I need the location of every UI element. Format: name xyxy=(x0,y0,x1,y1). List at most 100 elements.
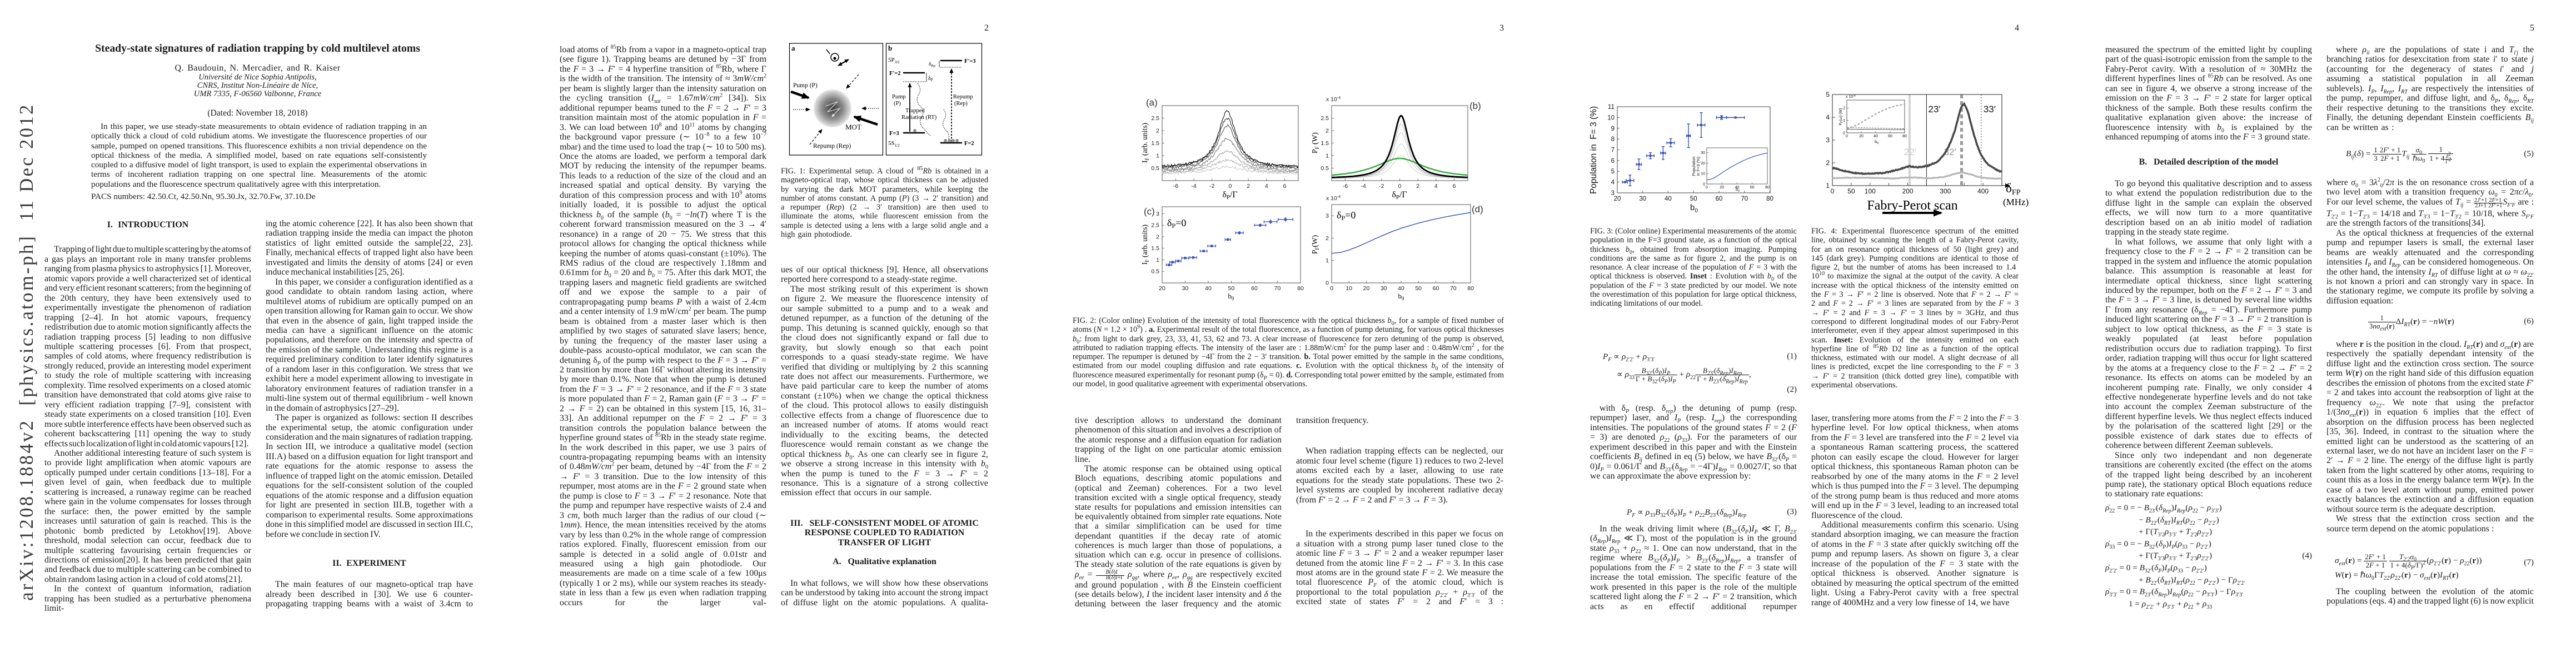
svg-text:(d): (d) xyxy=(1472,204,1483,215)
svg-text:1.5: 1.5 xyxy=(1151,245,1159,252)
svg-text:2: 2 xyxy=(1247,183,1250,190)
svg-text:b0: b0 xyxy=(1690,203,1698,214)
svg-text:50: 50 xyxy=(1690,196,1697,202)
svg-text:Trapped: Trapped xyxy=(905,108,925,114)
svg-text:0: 0 xyxy=(1831,187,1835,195)
svg-text:80: 80 xyxy=(1467,285,1474,292)
svg-text:2.5: 2.5 xyxy=(1151,115,1159,122)
svg-text:80: 80 xyxy=(1766,196,1773,202)
svg-text:40: 40 xyxy=(1398,285,1404,292)
svg-text:2: 2 xyxy=(1156,128,1159,135)
svg-text:δP: δP xyxy=(928,76,933,82)
svg-text:-4: -4 xyxy=(1361,183,1366,190)
svg-text:Pump: Pump xyxy=(892,94,906,100)
svg-text:4: 4 xyxy=(1434,183,1438,190)
svg-text:b0: b0 xyxy=(1398,292,1405,301)
svg-text:6: 6 xyxy=(1611,158,1615,165)
svg-text:60: 60 xyxy=(1433,285,1439,292)
svg-text:x 10-4: x 10-4 xyxy=(1326,195,1341,202)
svg-text:2: 2 xyxy=(1326,128,1329,135)
svg-text:23′: 23′ xyxy=(1928,104,1940,115)
svg-text:4: 4 xyxy=(1611,180,1615,186)
svg-text:1: 1 xyxy=(1156,257,1159,263)
svg-text:50: 50 xyxy=(1847,187,1855,195)
svg-text:5S1/2: 5S1/2 xyxy=(888,140,900,148)
svg-text:x 10-4: x 10-4 xyxy=(1326,96,1341,103)
svg-text:11: 11 xyxy=(1608,104,1615,111)
svg-text:3: 3 xyxy=(1326,213,1329,220)
svg-text:Fabry-Perot scan: Fabry-Perot scan xyxy=(1867,198,1957,213)
svg-text:7: 7 xyxy=(1611,147,1615,154)
svg-text:F′=2: F′=2 xyxy=(889,71,901,77)
svg-text:1: 1 xyxy=(1843,119,1845,123)
svg-text:22′: 22′ xyxy=(1904,147,1916,157)
svg-text:a: a xyxy=(791,44,795,52)
svg-text:Pump (P): Pump (P) xyxy=(793,82,818,89)
svg-text:Repump: Repump xyxy=(953,94,973,100)
svg-text:80: 80 xyxy=(1765,186,1770,190)
svg-text:Repump (Rep): Repump (Rep) xyxy=(813,143,851,150)
svg-text:400: 400 xyxy=(1977,187,1989,195)
svg-text:b0: b0 xyxy=(1736,187,1740,193)
svg-text:1.5: 1.5 xyxy=(1321,140,1329,147)
svg-text:2: 2 xyxy=(1826,159,1830,167)
svg-text:(MHz): (MHz) xyxy=(2003,197,2029,207)
svg-text:1.5: 1.5 xyxy=(1151,140,1159,147)
svg-text:200: 200 xyxy=(1902,187,1914,195)
svg-text:80: 80 xyxy=(1902,135,1907,138)
svg-text:(P): (P) xyxy=(894,101,901,107)
svg-text:2: 2 xyxy=(1326,235,1329,242)
svg-text:1: 1 xyxy=(1156,153,1159,160)
svg-text:60: 60 xyxy=(1750,186,1755,190)
svg-text:30: 30 xyxy=(1381,285,1387,292)
svg-text:Radiation (RT): Radiation (RT) xyxy=(901,115,937,121)
svg-text:9: 9 xyxy=(1611,126,1615,132)
svg-text:-6: -6 xyxy=(1343,183,1348,190)
svg-text:33′: 33′ xyxy=(1984,104,1996,115)
svg-text:2.5: 2.5 xyxy=(1151,222,1159,229)
svg-text:2.5: 2.5 xyxy=(1321,115,1329,122)
svg-text:δP=0: δP=0 xyxy=(1337,210,1356,222)
svg-text:-2: -2 xyxy=(1379,183,1384,190)
svg-text:δP=0: δP=0 xyxy=(1167,217,1186,230)
svg-text:80: 80 xyxy=(1297,285,1304,292)
svg-text:(a): (a) xyxy=(1146,97,1158,108)
svg-text:δP/Γ: δP/Γ xyxy=(1222,190,1237,201)
svg-text:0: 0 xyxy=(1330,285,1333,292)
svg-text:70: 70 xyxy=(1450,285,1457,292)
svg-text:4: 4 xyxy=(1265,183,1268,190)
svg-text:IF (arb. units): IF (arb. units) xyxy=(1140,225,1150,265)
svg-text:0.5: 0.5 xyxy=(1321,165,1329,172)
svg-text:5: 5 xyxy=(1611,168,1615,175)
svg-text:100: 100 xyxy=(1865,187,1876,195)
svg-text:20: 20 xyxy=(1363,285,1370,292)
svg-text:δRp: δRp xyxy=(929,62,935,68)
svg-text:3: 3 xyxy=(1611,190,1615,197)
svg-text:(b): (b) xyxy=(1469,101,1481,111)
svg-text:5P3/2: 5P3/2 xyxy=(888,57,900,64)
svg-text:PF (W): PF (W) xyxy=(1311,132,1320,153)
svg-text:2: 2 xyxy=(1156,234,1159,241)
svg-text:in F=3 (%): in F=3 (%) xyxy=(1696,156,1701,176)
svg-text:0: 0 xyxy=(1846,135,1848,138)
svg-text:F=3: F=3 xyxy=(889,131,899,137)
svg-text:40: 40 xyxy=(1735,186,1740,190)
svg-text:IF (arb. units): IF (arb. units) xyxy=(1140,123,1150,163)
svg-text:x 10-4: x 10-4 xyxy=(1846,94,1856,99)
svg-text:60: 60 xyxy=(1716,196,1723,202)
svg-text:70: 70 xyxy=(1741,196,1748,202)
svg-text:1: 1 xyxy=(1826,182,1830,190)
svg-text:0: 0 xyxy=(1229,183,1232,190)
svg-text:0.5: 0.5 xyxy=(1151,165,1159,172)
svg-text:δFP: δFP xyxy=(2006,181,2021,197)
svg-text:(c): (c) xyxy=(1144,206,1155,217)
svg-text:0: 0 xyxy=(1398,183,1402,190)
svg-text:40: 40 xyxy=(1205,285,1212,292)
svg-text:300: 300 xyxy=(1940,187,1951,195)
svg-text:2: 2 xyxy=(1416,183,1419,190)
svg-text:40: 40 xyxy=(1665,196,1672,202)
svg-text:1: 1 xyxy=(1326,153,1329,160)
svg-text:Population: Population xyxy=(1691,156,1696,176)
svg-text:4: 4 xyxy=(1826,113,1830,121)
svg-text:20: 20 xyxy=(1159,285,1165,292)
